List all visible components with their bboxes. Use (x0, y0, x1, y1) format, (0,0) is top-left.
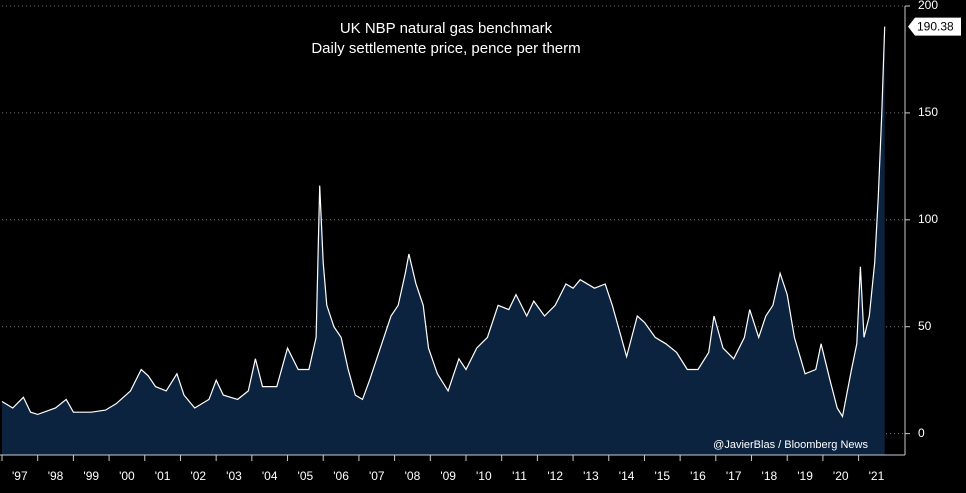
x-tick-label: '20 (833, 469, 849, 483)
x-tick-label: '03 (226, 469, 242, 483)
x-tick-label: '01 (155, 469, 171, 483)
area (2, 26, 885, 455)
x-tick-label: '04 (262, 469, 278, 483)
x-tick-label: '06 (333, 469, 349, 483)
x-tick-label: '07 (369, 469, 385, 483)
x-tick-label: '14 (619, 469, 635, 483)
x-tick-label: '19 (797, 469, 813, 483)
y-tick-label: 100 (918, 212, 938, 226)
last-value-flag (908, 17, 961, 36)
line (1, 26, 886, 419)
x-tick-label: '99 (83, 469, 99, 483)
source: @JavierBlas / Bloomberg News (713, 439, 868, 451)
x-tick-label: '16 (690, 469, 706, 483)
chart-subtitle: Daily settlemente price, pence per therm (311, 40, 580, 57)
x-tick-label: '12 (547, 469, 563, 483)
x-tick-label: '13 (583, 469, 599, 483)
x-tick-label: '00 (119, 469, 135, 483)
last-value-label: 190.38 (917, 20, 954, 34)
x-tick-label: '21 (869, 469, 885, 483)
x-tick-label: '15 (654, 469, 670, 483)
x-tick-label: '97 (12, 469, 28, 483)
y-tick-label: 0 (918, 426, 925, 440)
x-tick-label: '11 (512, 469, 527, 483)
chart-title: UK NBP natural gas benchmark (340, 20, 553, 37)
x-tick-label: '98 (48, 469, 64, 483)
x-tick-label: '17 (726, 469, 742, 483)
x-tick-label: '08 (405, 469, 421, 483)
x-tick-label: '09 (440, 469, 456, 483)
x-tick-label: '18 (762, 469, 778, 483)
x-tick-label: '05 (298, 469, 314, 483)
x-tick-label: '02 (190, 469, 206, 483)
y-tick-label: 150 (918, 105, 938, 119)
y-tick-label: 50 (918, 319, 932, 333)
y-tick-label: 200 (918, 0, 938, 12)
x-tick-label: '10 (476, 469, 492, 483)
